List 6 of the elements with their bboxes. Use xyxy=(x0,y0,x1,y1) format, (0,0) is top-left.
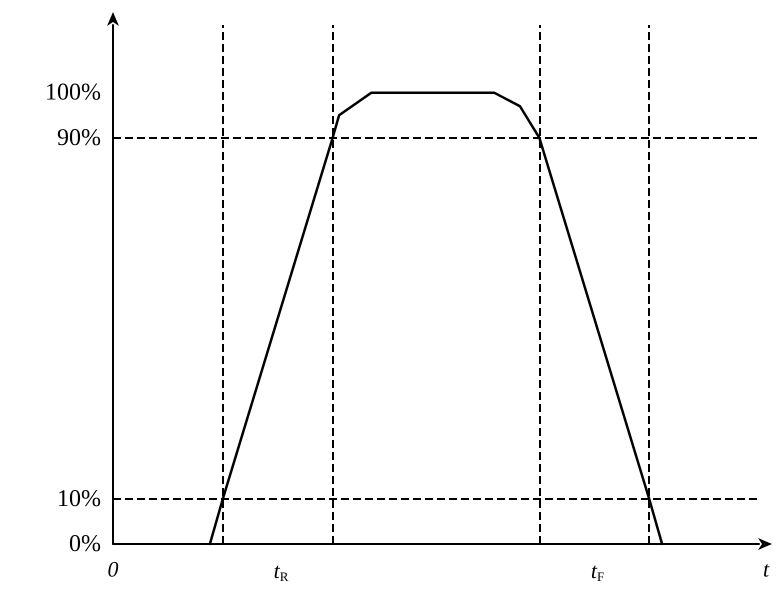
x-tick-label: 0 xyxy=(108,556,118,582)
y-tick-label: 10% xyxy=(57,486,101,512)
y-tick-label: 100% xyxy=(45,80,101,106)
y-tick-label: 90% xyxy=(57,124,101,151)
x-axis-title: t xyxy=(763,556,770,582)
y-tick-label: 0% xyxy=(69,531,101,557)
